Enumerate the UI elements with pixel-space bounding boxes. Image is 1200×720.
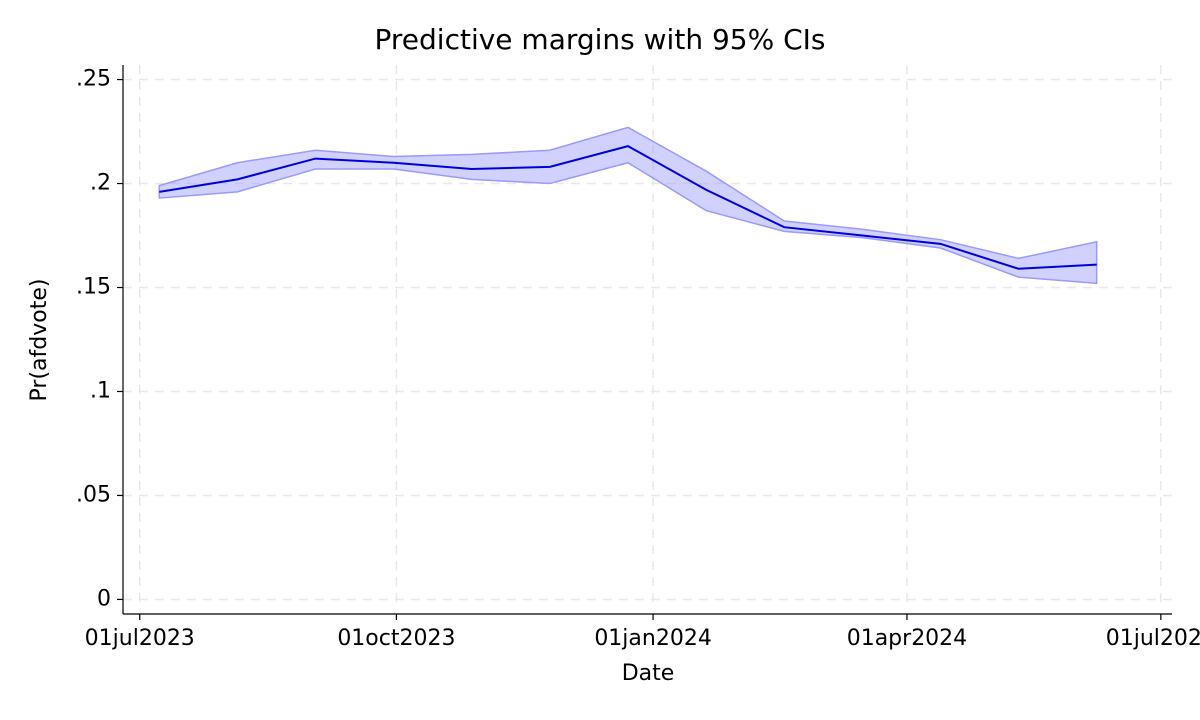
y-tick-label: 0 <box>97 586 111 611</box>
y-tick-label: .1 <box>90 378 111 403</box>
x-tick-label: 01oct2023 <box>337 626 455 651</box>
chart-title: Predictive margins with 95% CIs <box>375 23 826 56</box>
y-tick-label: .2 <box>90 171 111 196</box>
x-tick-label: 01apr2024 <box>847 626 967 651</box>
y-tick-label: .05 <box>76 482 111 507</box>
x-tick-label: 01jan2024 <box>594 626 712 651</box>
x-axis-label: Date <box>622 661 675 686</box>
line <box>159 145 1097 270</box>
y-tick-label: .25 <box>76 67 111 92</box>
ci-band <box>158 126 1098 285</box>
x-tick-label: 01jul2023 <box>85 626 195 651</box>
x-tick-label: 01jul2024 <box>1106 626 1200 651</box>
y-axis-label: Pr(afdvote) <box>27 279 52 402</box>
y-tick-label: .15 <box>76 275 111 300</box>
